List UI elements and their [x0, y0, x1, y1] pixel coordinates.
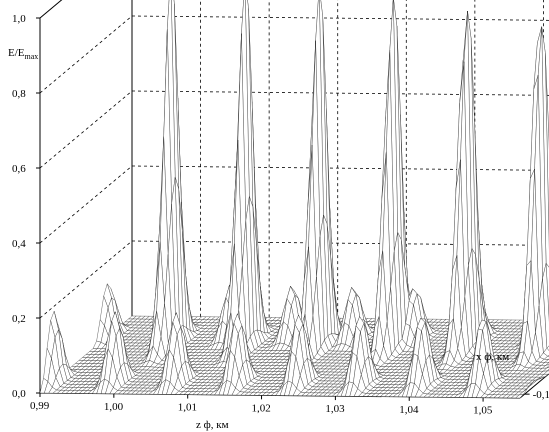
- box-edge: [39, 0, 63, 19]
- z-grid-line: [39, 90, 549, 169]
- x-tick-label: 1,02: [252, 402, 271, 414]
- x-tick-label: 1,00: [104, 401, 124, 413]
- y-axis-title: x ф, км: [476, 351, 509, 363]
- surface-cell: [546, 345, 549, 351]
- x-tick-label: 1,03: [325, 403, 345, 415]
- surface-cell: [515, 393, 525, 399]
- z-tick-label: 1,0: [12, 13, 26, 25]
- z-tick-label: 0,8: [12, 88, 26, 100]
- x-tick-label: 0,99: [30, 400, 50, 412]
- tick-labels: 0,0 0,2 0,4 0,6 0,8 1,0 0,99 1,00 1,01 1,02 1,03 1,…: [12, 13, 549, 417]
- x-tick-label: 1,04: [399, 404, 419, 416]
- y-tick-label: -0,1: [533, 389, 549, 401]
- z-tick-label: 0,0: [12, 388, 26, 400]
- box-edge: [519, 373, 549, 399]
- z-axis-title: E/Emax: [8, 47, 38, 61]
- x-axis-title: z ф, км: [196, 419, 229, 431]
- z-tick-label: 0,6: [12, 163, 26, 175]
- z-tick-label: 0,2: [12, 313, 26, 325]
- x-tick-label: 1,01: [178, 402, 197, 414]
- z-grid-line: [39, 240, 549, 319]
- x-tick-label: 1,05: [473, 405, 493, 417]
- surface-layer: [39, 0, 549, 399]
- z-grid-line: [39, 15, 549, 94]
- z-tick-label: 0,4: [12, 238, 26, 250]
- z-grid-line: [39, 165, 549, 244]
